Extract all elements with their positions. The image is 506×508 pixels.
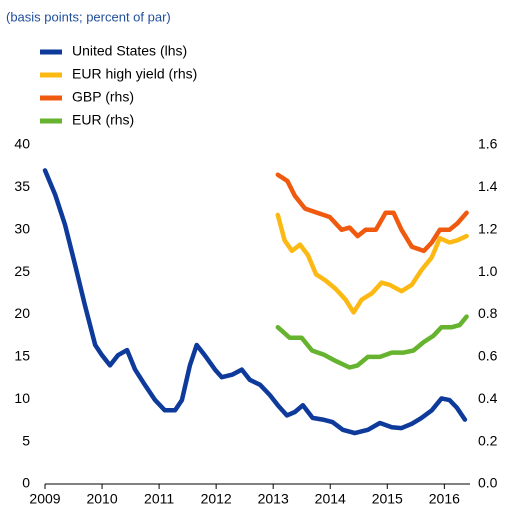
y-tick-label: 0 — [22, 475, 30, 491]
chart-subtitle: (basis points; percent of par) — [6, 9, 171, 24]
series-line — [275, 172, 469, 254]
x-tick-label: 2014 — [315, 491, 346, 507]
y2-tick-label: 0.6 — [478, 348, 498, 364]
legend-label: GBP (rhs) — [72, 89, 134, 105]
y2-tick-label: 0.2 — [478, 432, 498, 448]
legend-label: EUR high yield (rhs) — [72, 66, 197, 82]
series-line — [275, 212, 469, 315]
x-tick-label: 2015 — [372, 491, 403, 507]
series-line — [42, 168, 468, 436]
x-tick-label: 2013 — [258, 491, 289, 507]
y-tick-label: 30 — [14, 220, 30, 236]
legend-label: United States (lhs) — [72, 43, 187, 59]
y-tick-label: 25 — [14, 263, 30, 279]
y2-tick-label: 1.2 — [478, 220, 498, 236]
y-tick-label: 5 — [22, 432, 30, 448]
x-tick-label: 2009 — [29, 491, 60, 507]
y-tick-label: 15 — [14, 348, 30, 364]
x-tick-label: 2016 — [429, 491, 460, 507]
y-tick-label: 10 — [14, 390, 30, 406]
x-tick-label: 2011 — [144, 491, 174, 507]
y2-tick-label: 0.4 — [478, 390, 498, 406]
legend-label: EUR (rhs) — [72, 112, 134, 128]
y2-tick-label: 1.0 — [478, 263, 498, 279]
y-tick-label: 35 — [14, 178, 30, 194]
y2-tick-label: 0.0 — [478, 475, 498, 491]
y-tick-label: 20 — [14, 305, 30, 321]
y-tick-label: 40 — [14, 136, 30, 152]
y2-tick-label: 1.6 — [478, 136, 498, 152]
y2-tick-label: 0.8 — [478, 305, 498, 321]
y2-tick-label: 1.4 — [478, 178, 498, 194]
x-tick-label: 2012 — [201, 491, 232, 507]
series-line — [275, 314, 469, 370]
x-tick-label: 2010 — [86, 491, 117, 507]
